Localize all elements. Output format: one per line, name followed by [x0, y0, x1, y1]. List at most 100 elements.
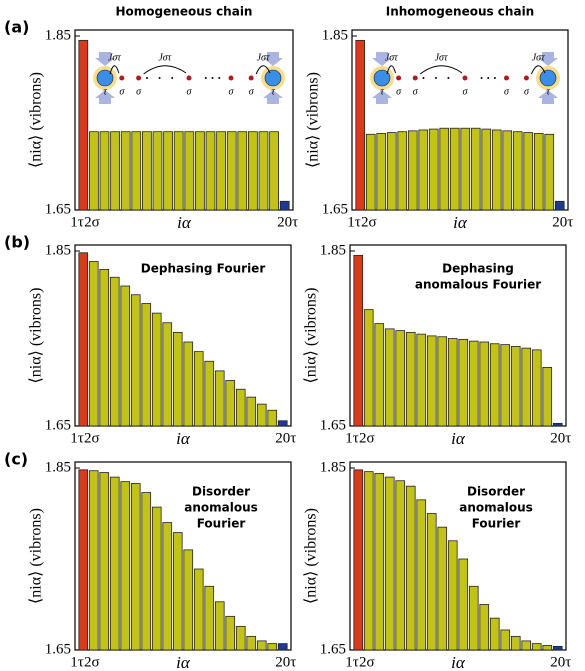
ellipsis-dot [422, 77, 425, 79]
coupling-label: Jστ [532, 52, 545, 63]
bar [78, 469, 89, 651]
bar [225, 380, 236, 427]
site-label: τ [380, 86, 384, 97]
bar [120, 285, 131, 427]
y-tick-label: 1.85 [320, 242, 346, 258]
x-tick-label: 20τ [275, 654, 296, 670]
bar [183, 549, 194, 651]
bar [363, 309, 374, 427]
bar [428, 128, 439, 211]
bar [258, 131, 269, 211]
bar [184, 131, 195, 211]
y-axis-label: ⟨niα⟩ (vibrons) [28, 72, 45, 168]
bar [374, 473, 385, 651]
annotation: anomalous [184, 501, 258, 515]
annotation: Fourier [472, 517, 521, 531]
x-tick-label: 1τ [70, 214, 84, 230]
bar [479, 341, 490, 427]
bar [110, 131, 120, 211]
x-axis-label: iα [177, 213, 192, 232]
y-tick-label: 1.85 [45, 459, 71, 475]
coupling-arrow [419, 65, 463, 75]
bar [173, 131, 184, 211]
site [504, 75, 509, 81]
x-tick-label: 20τ [552, 214, 573, 230]
coupling-label: Jστ [257, 52, 270, 63]
bar [458, 558, 469, 651]
site-label: σ [463, 86, 469, 97]
site [228, 75, 234, 81]
ellipsis-dot [211, 77, 214, 79]
bar [225, 615, 236, 651]
bar [88, 470, 99, 651]
site-label: τ [103, 86, 107, 97]
site-label: σ [136, 86, 142, 97]
bar [152, 131, 163, 211]
ellipsis-dot [158, 77, 161, 79]
site-label: σ [504, 86, 510, 97]
x-tick-label: 2σ [361, 214, 377, 230]
coupling-label: Jστ [435, 52, 448, 63]
pump-arrow [95, 90, 115, 104]
bar [89, 131, 99, 211]
bar [88, 261, 99, 427]
bar [279, 200, 290, 211]
bar [151, 506, 162, 651]
annotation: anomalous [459, 501, 533, 515]
bar [479, 604, 490, 651]
bar [246, 396, 257, 427]
coupling-label: Jστ [158, 52, 171, 63]
bar [418, 129, 429, 211]
bar [489, 617, 500, 651]
y-tick-label: 1.65 [320, 641, 346, 657]
site [119, 75, 125, 81]
bar [151, 312, 162, 427]
bar [120, 131, 131, 211]
y-tick-label: 1.65 [320, 417, 346, 433]
bar [226, 131, 237, 211]
x-tick-label: 20τ [275, 430, 296, 446]
annotation: Dephasing Fourier [141, 262, 266, 276]
pump-arrow [263, 90, 283, 104]
bar [384, 476, 395, 651]
annotation: anomalous Fourier [415, 278, 541, 292]
bar [235, 625, 246, 651]
y-axis-label: ⟨niα⟩ (vibrons) [28, 508, 45, 604]
ellipsis-dot [146, 77, 148, 79]
bar [142, 131, 152, 211]
y-axis-label: ⟨niα⟩ (vibrons) [303, 508, 320, 604]
bar [163, 131, 173, 211]
coupling-arrow [255, 65, 271, 75]
x-axis-label: iα [176, 429, 191, 448]
site [186, 75, 192, 81]
column-title: Homogeneous chain [116, 5, 253, 19]
site-label: σ [119, 86, 125, 97]
site-label: σ [229, 86, 235, 97]
y-axis-label: ⟨niα⟩ (vibrons) [28, 288, 45, 384]
bar [204, 585, 215, 651]
bar [353, 469, 364, 651]
annotation: Fourier [197, 517, 246, 531]
bar [426, 335, 437, 427]
bar [99, 268, 110, 427]
bar [542, 645, 553, 651]
bar [468, 340, 479, 427]
bar [162, 322, 173, 427]
bar [183, 341, 194, 427]
ellipsis-dot [480, 77, 483, 79]
site-label: σ [249, 86, 255, 97]
site-label: σ [396, 86, 402, 97]
site [248, 75, 254, 81]
bar [481, 128, 492, 211]
x-axis-label: iα [453, 213, 468, 232]
coupling-label: Jστ [385, 52, 398, 63]
bar [376, 133, 387, 211]
coupling-arrow [109, 65, 120, 75]
bar [512, 131, 523, 211]
bar [277, 420, 288, 427]
y-tick-label: 1.65 [45, 201, 71, 217]
bar [353, 254, 364, 427]
x-tick-label: 1τ [347, 214, 361, 230]
bar [235, 388, 246, 427]
bar [172, 532, 183, 651]
